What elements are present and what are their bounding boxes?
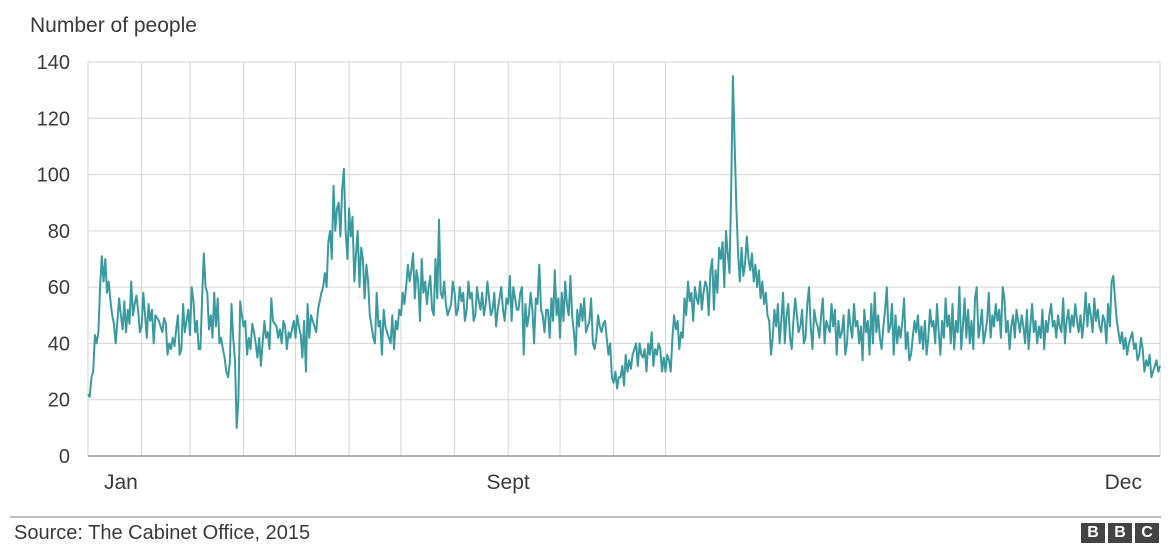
series-line bbox=[87, 75, 1161, 429]
y-axis: 0 20 40 60 80 100 120 140 bbox=[37, 52, 70, 468]
logo-letter: C bbox=[1135, 523, 1159, 543]
y-tick-label: 60 bbox=[48, 277, 70, 299]
x-axis: Jan Sept Dec bbox=[104, 471, 1142, 494]
y-tick-label: 40 bbox=[48, 333, 70, 355]
series bbox=[87, 75, 1161, 429]
footer-divider bbox=[10, 516, 1161, 518]
grid bbox=[87, 61, 1161, 457]
source-note: Source: The Cabinet Office, 2015 bbox=[14, 522, 311, 544]
bbc-logo: B B C bbox=[1081, 523, 1159, 543]
logo-letter: B bbox=[1081, 523, 1105, 543]
y-tick-label: 20 bbox=[48, 390, 70, 412]
y-tick-label: 120 bbox=[37, 108, 70, 130]
y-axis-label: Number of people bbox=[30, 14, 197, 37]
y-tick-label: 140 bbox=[37, 52, 70, 74]
x-tick-label: Sept bbox=[487, 471, 530, 494]
y-tick-label: 80 bbox=[48, 221, 70, 243]
x-tick-label: Dec bbox=[1105, 471, 1142, 494]
y-tick-label: 100 bbox=[37, 165, 70, 187]
x-tick-label: Jan bbox=[104, 471, 138, 494]
y-tick-label: 0 bbox=[59, 446, 70, 468]
logo-letter: B bbox=[1108, 523, 1132, 543]
